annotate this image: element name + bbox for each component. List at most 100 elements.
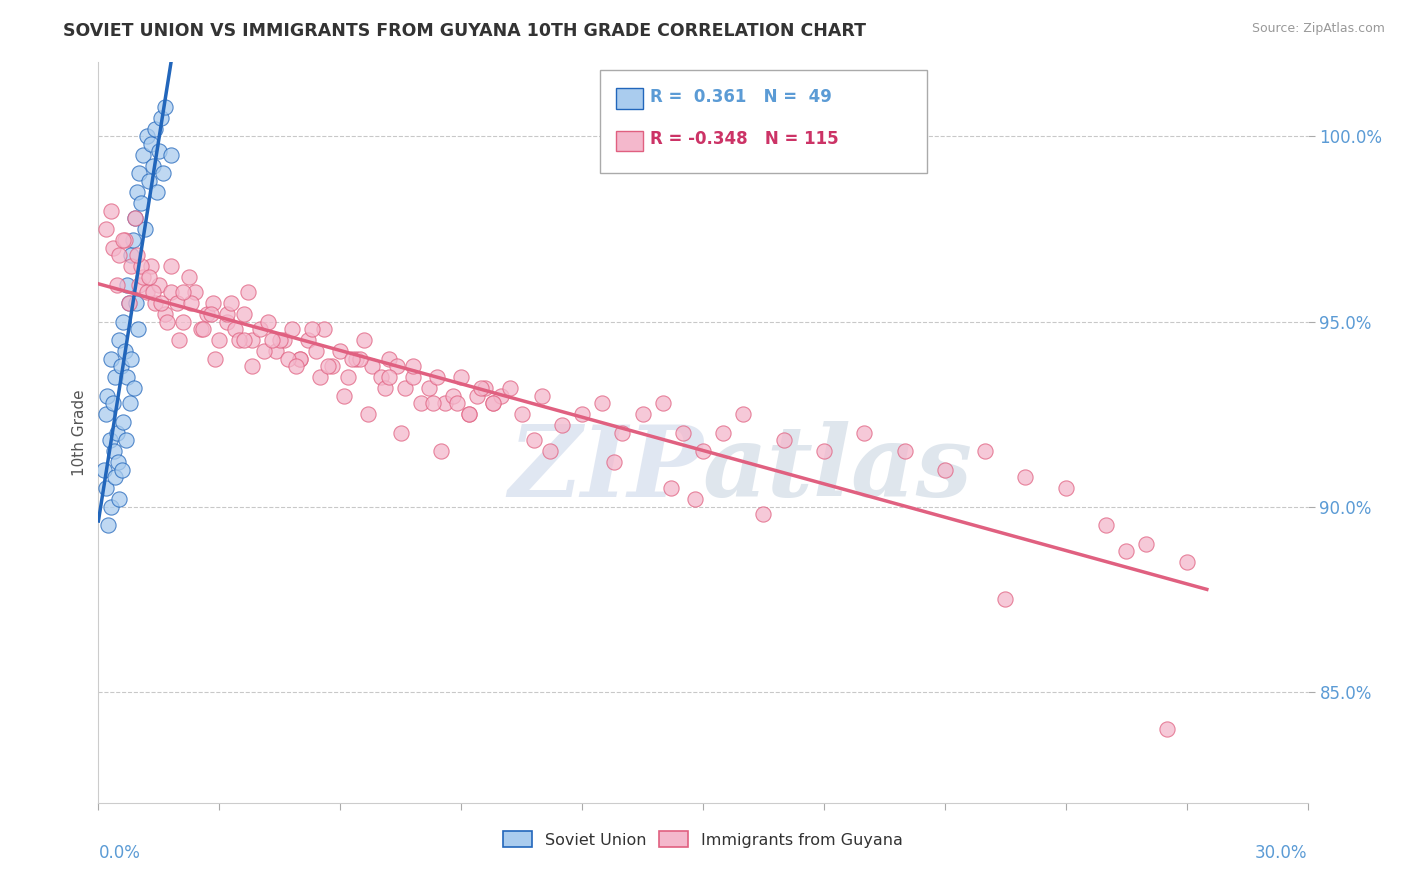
- Point: [149, 296, 172, 310]
- Point: [853, 425, 876, 440]
- Point: [143, 122, 166, 136]
- Point: [128, 277, 150, 292]
- Point: [103, 444, 125, 458]
- Point: [288, 351, 311, 366]
- Point: [297, 333, 319, 347]
- Point: [217, 315, 239, 329]
- Point: [134, 222, 156, 236]
- Point: [236, 285, 259, 299]
- Point: [110, 359, 132, 373]
- Point: [139, 136, 162, 151]
- Point: [458, 407, 481, 421]
- Point: [172, 285, 194, 299]
- Point: [1054, 481, 1077, 495]
- Point: [288, 351, 311, 366]
- Point: [273, 333, 295, 347]
- Point: [148, 145, 170, 159]
- Point: [284, 359, 307, 373]
- Point: [118, 296, 141, 310]
- FancyBboxPatch shape: [616, 88, 643, 109]
- Point: [434, 396, 457, 410]
- Point: [160, 259, 183, 273]
- Point: [105, 277, 128, 292]
- Point: [125, 248, 148, 262]
- FancyBboxPatch shape: [600, 70, 927, 173]
- Point: [430, 444, 453, 458]
- Point: [142, 159, 165, 173]
- Point: [96, 389, 118, 403]
- Point: [418, 381, 440, 395]
- Point: [385, 359, 408, 373]
- Point: [389, 425, 412, 440]
- Point: [108, 492, 131, 507]
- Point: [103, 370, 125, 384]
- Point: [232, 307, 254, 321]
- Text: Source: ZipAtlas.com: Source: ZipAtlas.com: [1251, 22, 1385, 36]
- Text: R = -0.348   N = 115: R = -0.348 N = 115: [650, 129, 838, 148]
- Point: [138, 270, 160, 285]
- Point: [571, 407, 593, 421]
- Point: [538, 444, 561, 458]
- Point: [167, 333, 190, 347]
- Point: [277, 351, 299, 366]
- Point: [112, 415, 135, 429]
- Point: [370, 370, 392, 384]
- Point: [402, 359, 425, 373]
- Point: [128, 167, 150, 181]
- Point: [156, 315, 179, 329]
- Point: [309, 370, 332, 384]
- Point: [101, 241, 124, 255]
- Text: SOVIET UNION VS IMMIGRANTS FROM GUYANA 10TH GRADE CORRELATION CHART: SOVIET UNION VS IMMIGRANTS FROM GUYANA 1…: [63, 22, 866, 40]
- Point: [221, 296, 243, 310]
- Point: [316, 359, 339, 373]
- Point: [132, 270, 155, 285]
- Point: [135, 285, 157, 299]
- Point: [422, 396, 444, 410]
- Point: [107, 248, 129, 262]
- Text: R =  0.361   N =  49: R = 0.361 N = 49: [650, 88, 832, 106]
- Point: [377, 370, 399, 384]
- Point: [314, 322, 336, 336]
- Point: [733, 407, 755, 421]
- Point: [228, 333, 250, 347]
- Point: [224, 322, 246, 336]
- Point: [269, 333, 291, 347]
- Point: [994, 592, 1017, 607]
- Point: [129, 259, 152, 273]
- Point: [249, 322, 271, 336]
- Y-axis label: 10th Grade: 10th Grade: [72, 389, 87, 476]
- Point: [195, 307, 218, 321]
- Point: [139, 259, 162, 273]
- Text: 30.0%: 30.0%: [1256, 844, 1308, 862]
- Point: [301, 322, 323, 336]
- Point: [353, 333, 375, 347]
- Point: [232, 333, 254, 347]
- Point: [179, 270, 201, 285]
- Point: [672, 425, 695, 440]
- Point: [631, 407, 654, 421]
- Point: [172, 315, 194, 329]
- Point: [138, 174, 160, 188]
- Point: [465, 389, 488, 403]
- Point: [111, 233, 134, 247]
- Point: [612, 425, 634, 440]
- Point: [142, 285, 165, 299]
- Point: [180, 296, 202, 310]
- Point: [344, 351, 367, 366]
- Point: [934, 463, 956, 477]
- Point: [114, 344, 136, 359]
- Point: [107, 333, 129, 347]
- Point: [692, 444, 714, 458]
- Point: [146, 185, 169, 199]
- Point: [93, 463, 115, 477]
- Point: [166, 296, 188, 310]
- Point: [193, 322, 215, 336]
- Point: [1175, 555, 1198, 569]
- Point: [94, 407, 117, 421]
- Point: [117, 370, 139, 384]
- FancyBboxPatch shape: [616, 130, 643, 152]
- Point: [148, 277, 170, 292]
- Point: [143, 296, 166, 310]
- Point: [264, 344, 287, 359]
- Point: [458, 407, 481, 421]
